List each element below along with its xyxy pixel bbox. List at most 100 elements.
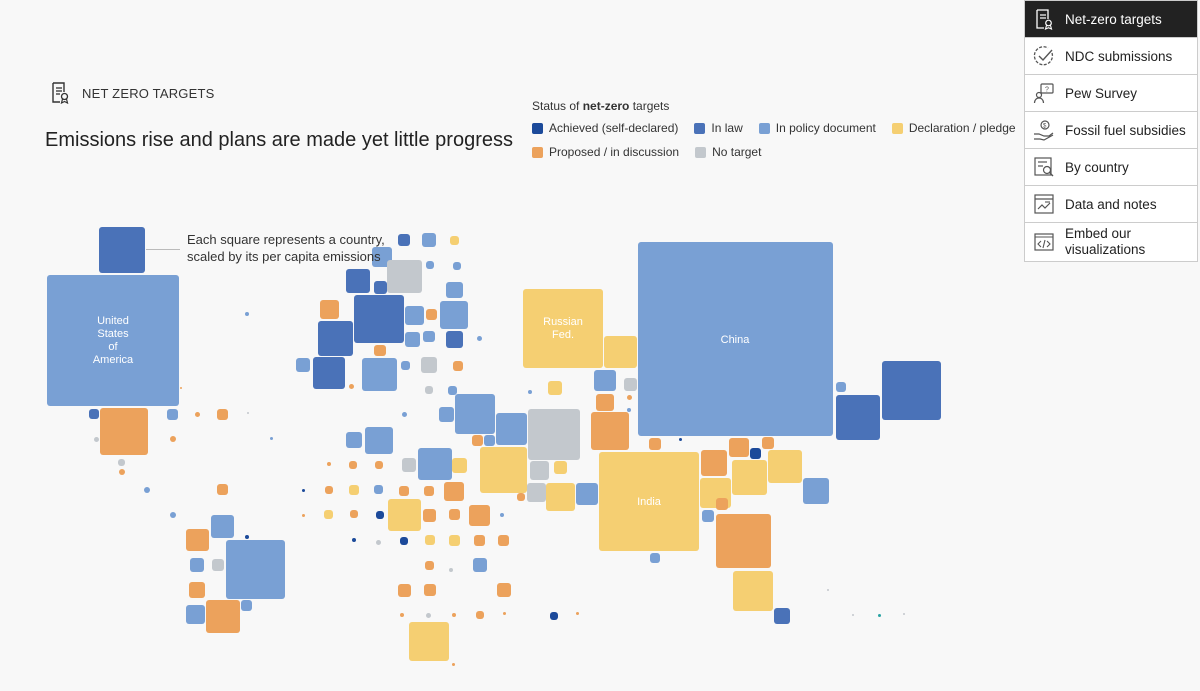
country-square[interactable] <box>484 435 495 446</box>
country-square[interactable] <box>701 450 727 476</box>
country-square[interactable] <box>455 394 495 434</box>
country-square[interactable] <box>450 236 459 245</box>
country-square[interactable] <box>497 583 511 597</box>
country-square[interactable] <box>449 509 460 520</box>
country-square[interactable] <box>374 485 383 494</box>
country-square[interactable] <box>423 509 436 522</box>
country-square[interactable] <box>426 309 437 320</box>
country-square[interactable] <box>365 427 393 454</box>
country-square[interactable] <box>423 331 435 342</box>
country-square[interactable] <box>190 558 204 572</box>
country-square[interactable] <box>402 458 416 472</box>
country-square[interactable] <box>554 461 567 474</box>
country-square[interactable] <box>206 600 240 633</box>
country-square[interactable] <box>296 358 310 372</box>
country-square-usa[interactable] <box>47 275 179 406</box>
country-square[interactable] <box>318 321 353 356</box>
country-square[interactable] <box>453 361 463 371</box>
country-square[interactable] <box>762 437 774 449</box>
country-square[interactable] <box>245 312 249 316</box>
country-square[interactable] <box>418 448 452 480</box>
country-square[interactable] <box>324 510 333 519</box>
country-square[interactable] <box>325 486 333 494</box>
country-square[interactable] <box>452 458 467 473</box>
nav-item-net-zero[interactable]: Net-zero targets <box>1025 1 1197 38</box>
country-square[interactable] <box>186 605 205 624</box>
country-square[interactable] <box>170 512 176 518</box>
country-square[interactable] <box>99 227 145 273</box>
country-square[interactable] <box>732 460 767 495</box>
country-square[interactable] <box>679 438 682 441</box>
country-square[interactable] <box>426 261 434 269</box>
nav-item-data-notes[interactable]: Data and notes <box>1025 186 1197 223</box>
country-square[interactable] <box>517 493 525 501</box>
country-square[interactable] <box>426 613 431 618</box>
country-square[interactable] <box>878 614 881 617</box>
legend-item-proposed[interactable]: Proposed / in discussion <box>532 145 679 159</box>
country-square[interactable] <box>449 535 460 546</box>
country-square[interactable] <box>446 331 463 348</box>
country-square[interactable] <box>750 448 761 459</box>
legend-item-in-law[interactable]: In law <box>694 121 743 135</box>
country-square[interactable] <box>503 612 506 615</box>
country-square[interactable] <box>453 262 461 270</box>
country-square[interactable] <box>270 437 273 440</box>
country-square[interactable] <box>596 394 614 411</box>
country-square[interactable] <box>100 408 148 455</box>
legend-item-achieved[interactable]: Achieved (self-declared) <box>532 121 678 135</box>
country-square[interactable] <box>118 459 125 466</box>
country-square[interactable] <box>452 663 455 666</box>
country-square[interactable] <box>530 461 549 480</box>
country-square[interactable] <box>352 538 356 542</box>
country-square[interactable] <box>349 461 357 469</box>
country-square[interactable] <box>425 561 434 570</box>
country-square[interactable] <box>405 332 420 347</box>
country-square[interactable] <box>405 306 424 325</box>
country-square[interactable] <box>346 432 362 448</box>
country-square[interactable] <box>716 514 771 568</box>
country-square[interactable] <box>170 436 176 442</box>
country-square[interactable] <box>402 412 407 417</box>
country-square[interactable] <box>500 513 504 517</box>
country-square[interactable] <box>548 381 562 395</box>
country-square[interactable] <box>472 435 483 446</box>
country-square[interactable] <box>302 514 305 517</box>
country-square[interactable] <box>189 582 205 598</box>
country-square[interactable] <box>247 412 249 414</box>
country-square[interactable] <box>195 412 200 417</box>
legend-item-declaration[interactable]: Declaration / pledge <box>891 121 1016 135</box>
country-square[interactable] <box>480 447 527 493</box>
country-square[interactable] <box>180 387 182 389</box>
country-square[interactable] <box>374 345 386 356</box>
country-square[interactable] <box>409 622 449 661</box>
country-square[interactable] <box>399 486 409 496</box>
country-square[interactable] <box>245 535 249 539</box>
country-square[interactable] <box>591 412 629 450</box>
country-square[interactable] <box>376 540 381 545</box>
country-square-china[interactable] <box>638 242 833 436</box>
country-square[interactable] <box>212 559 224 571</box>
country-square[interactable] <box>346 269 370 293</box>
country-square[interactable] <box>546 483 575 511</box>
country-square[interactable] <box>882 361 941 420</box>
country-square[interactable] <box>446 282 463 298</box>
country-square[interactable] <box>387 260 422 293</box>
country-square[interactable] <box>498 535 509 546</box>
country-square[interactable] <box>768 450 802 483</box>
country-square[interactable] <box>448 386 457 395</box>
country-square[interactable] <box>803 478 829 504</box>
country-square[interactable] <box>425 386 433 394</box>
country-square-india[interactable] <box>599 452 699 551</box>
country-square[interactable] <box>473 558 487 572</box>
country-square[interactable] <box>211 515 234 538</box>
nav-item-ndc[interactable]: NDC submissions <box>1025 38 1197 75</box>
nav-item-fossil[interactable]: $ Fossil fuel subsidies <box>1025 112 1197 149</box>
legend-item-policy[interactable]: In policy document <box>758 121 876 135</box>
country-square[interactable] <box>439 407 454 422</box>
country-square[interactable] <box>440 301 468 329</box>
country-square[interactable] <box>627 408 631 412</box>
country-square[interactable] <box>349 485 359 495</box>
country-square[interactable] <box>313 357 345 389</box>
country-square[interactable] <box>421 357 437 373</box>
country-square[interactable] <box>836 382 846 392</box>
